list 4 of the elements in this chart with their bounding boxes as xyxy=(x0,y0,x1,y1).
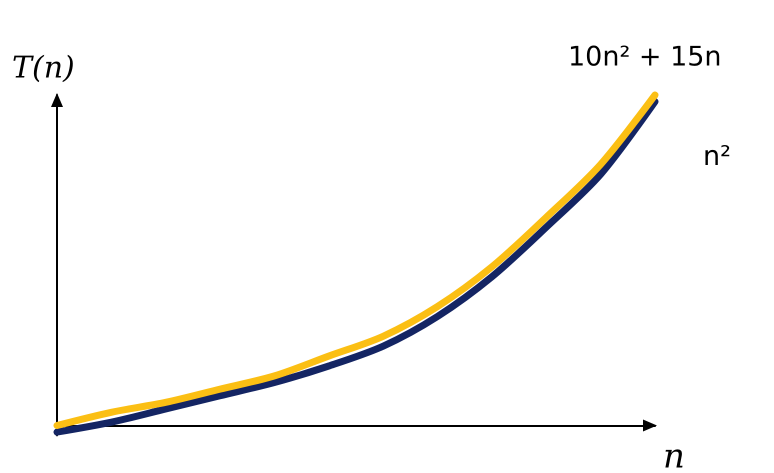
y-axis-title: T(n) xyxy=(12,50,75,86)
text: n² xyxy=(703,141,731,172)
series-label: 10n² + 15n xyxy=(568,42,722,72)
x-axis-title: n xyxy=(663,436,685,473)
